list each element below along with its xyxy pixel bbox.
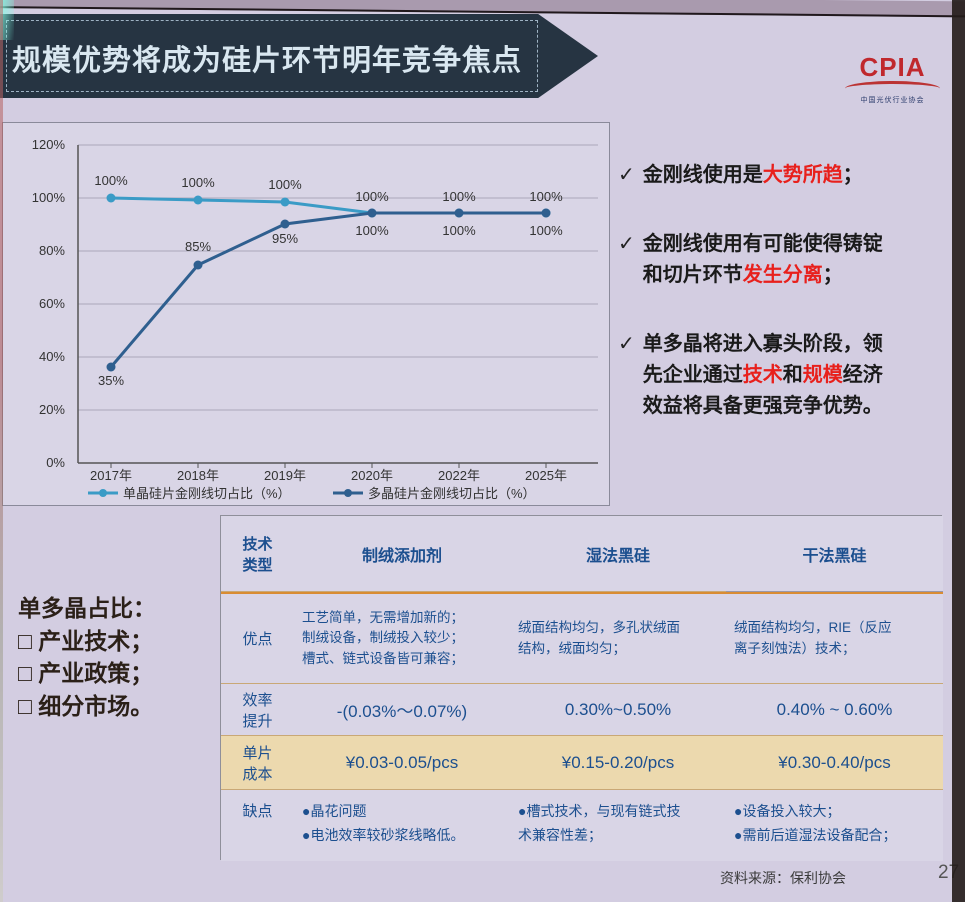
svg-text:100%: 100% bbox=[529, 223, 563, 238]
svg-text:2025年: 2025年 bbox=[525, 468, 567, 483]
svg-text:100%: 100% bbox=[355, 223, 389, 238]
svg-text:120%: 120% bbox=[32, 137, 66, 152]
svg-text:2018年: 2018年 bbox=[177, 468, 219, 483]
svg-text:100%: 100% bbox=[529, 189, 563, 204]
svg-text:2017年: 2017年 bbox=[90, 468, 132, 483]
svg-text:100%: 100% bbox=[181, 175, 215, 190]
svg-text:2020年: 2020年 bbox=[351, 468, 393, 483]
svg-text:100%: 100% bbox=[442, 189, 476, 204]
svg-text:95%: 95% bbox=[272, 231, 298, 246]
svg-text:80%: 80% bbox=[39, 243, 65, 258]
svg-text:100%: 100% bbox=[268, 177, 302, 192]
svg-text:60%: 60% bbox=[39, 296, 65, 311]
svg-text:20%: 20% bbox=[39, 402, 65, 417]
svg-text:100%: 100% bbox=[32, 190, 66, 205]
svg-text:2022年: 2022年 bbox=[438, 468, 480, 483]
svg-text:85%: 85% bbox=[185, 239, 211, 254]
svg-text:多晶硅片金刚线切占比（%）: 多晶硅片金刚线切占比（%） bbox=[368, 486, 536, 501]
svg-text:40%: 40% bbox=[39, 349, 65, 364]
svg-text:100%: 100% bbox=[355, 189, 389, 204]
svg-text:0%: 0% bbox=[46, 455, 65, 470]
svg-text:单晶硅片金刚线切占比（%）: 单晶硅片金刚线切占比（%） bbox=[123, 486, 291, 501]
svg-text:100%: 100% bbox=[94, 173, 128, 188]
svg-text:100%: 100% bbox=[442, 223, 476, 238]
svg-text:2019年: 2019年 bbox=[264, 468, 306, 483]
svg-text:35%: 35% bbox=[98, 373, 124, 388]
